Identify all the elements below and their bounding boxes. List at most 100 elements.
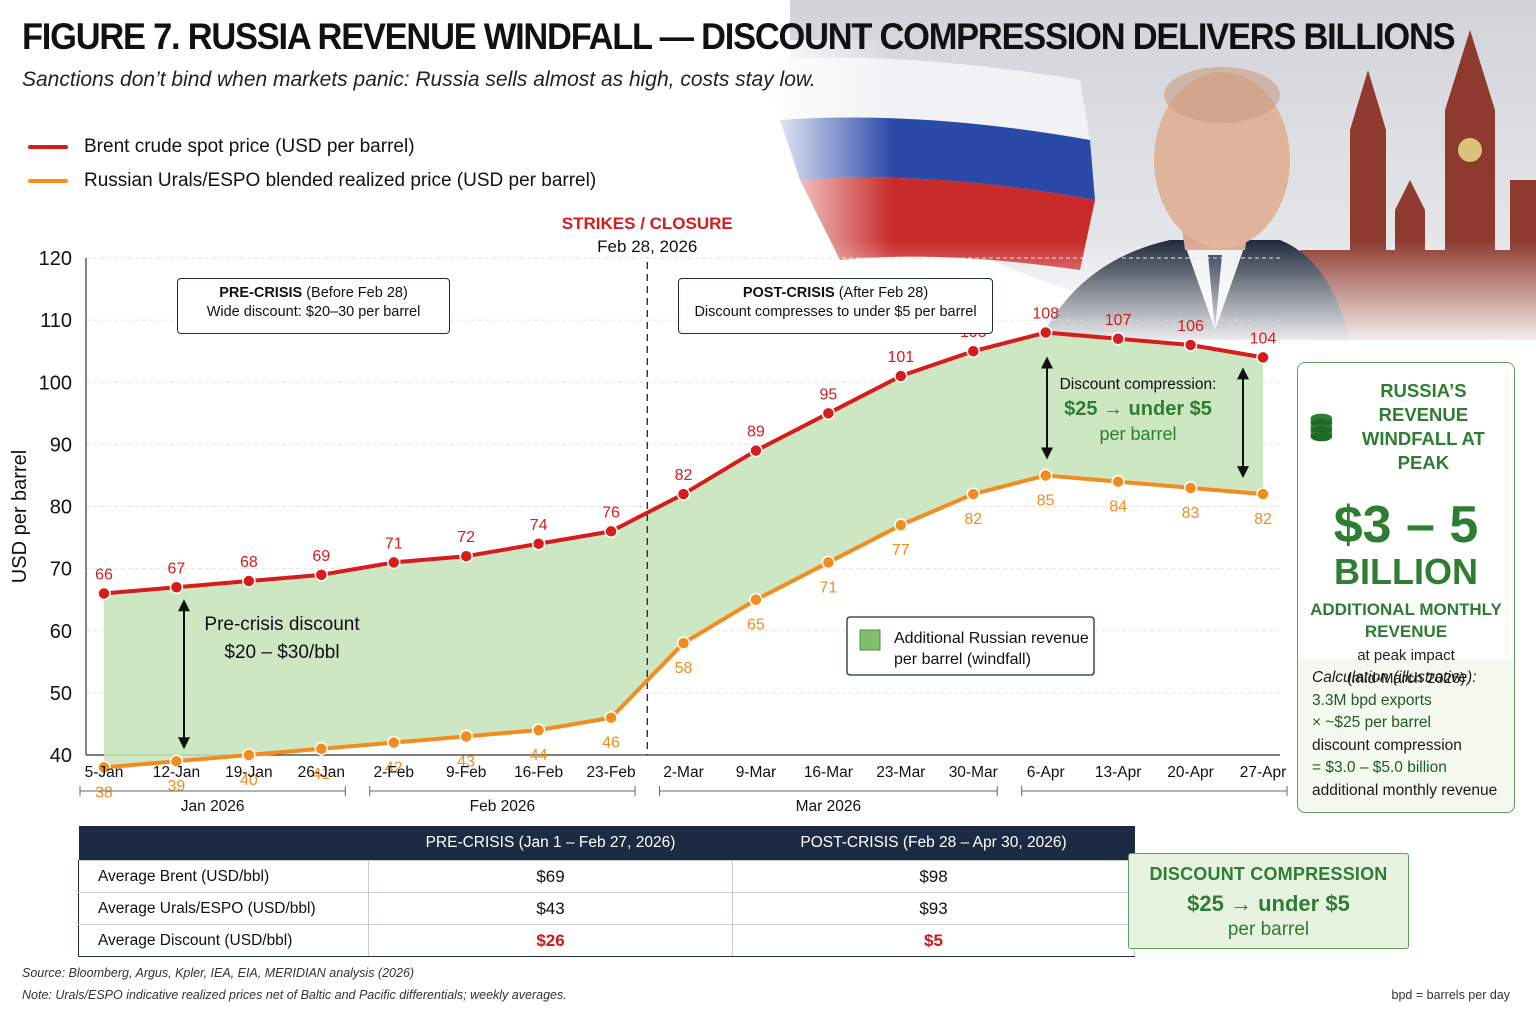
post-discount-arrow-a-head-down: [1041, 447, 1053, 460]
legend-swatch-brent: [28, 145, 68, 149]
row-post-value: $98: [732, 860, 1135, 893]
data-point-brent: [97, 586, 111, 601]
data-point-urals: [242, 748, 256, 762]
x-tick-label: 19-Jan: [225, 764, 272, 781]
sidebar-top: RUSSIA’S REVENUE WINDFALL AT PEAK $3 – 5…: [1298, 363, 1514, 687]
windfall-legend-line2: per barrel (windfall): [894, 651, 1031, 668]
data-label-brent: 74: [530, 517, 548, 534]
data-point-brent: [604, 524, 618, 539]
data-label-urals: 44: [530, 747, 548, 764]
data-label-urals: 65: [747, 617, 765, 634]
data-point-urals: [97, 760, 111, 775]
calc-line-5: additional monthly revenue: [1312, 781, 1498, 799]
sidebar-heading: RUSSIA’S REVENUE WINDFALL AT PEAK: [1308, 379, 1504, 475]
data-point-brent: [1038, 325, 1053, 340]
data-point-urals: [749, 592, 763, 607]
table-header-blank: [78, 826, 369, 861]
x-tick-label: 23-Feb: [587, 764, 636, 781]
source-note: Source: Bloomberg, Argus, Kpler, IEA, EI…: [22, 966, 415, 980]
y-tick-label: 120: [39, 248, 72, 270]
data-point-brent: [966, 344, 980, 358]
calc-line-4: = $3.0 – $5.0 billion: [1312, 759, 1447, 776]
data-point-brent: [387, 555, 401, 570]
x-tick-label: 6-Apr: [1027, 764, 1065, 781]
additional-line2: REVENUE: [1364, 622, 1448, 641]
data-label-urals: 82: [964, 511, 982, 528]
post-discount-arrow-b-head-up: [1237, 367, 1249, 380]
table-row: Average Discount (USD/bbl) $26 $5: [78, 924, 1135, 957]
data-point-urals: [1256, 487, 1270, 501]
event-date: Feb 28, 2026: [597, 237, 697, 256]
data-point-urals: [1111, 474, 1125, 489]
row-post-value: $93: [732, 892, 1135, 925]
calc-line-3: discount compression: [1312, 736, 1462, 754]
legend-label-urals: Russian Urals/ESPO blended realized pric…: [84, 170, 597, 191]
x-tick-label: 2-Feb: [374, 764, 415, 781]
calc-line-1: 3.3M bpd exports: [1312, 691, 1432, 709]
data-point-brent: [821, 406, 836, 421]
month-group-label: Jan 2026: [181, 798, 245, 815]
methodology-note: Note: Urals/ESPO indicative realized pri…: [22, 988, 567, 1002]
post-crisis-box-bold: POST-CRISIS: [742, 285, 835, 301]
calculation-block: Calculation (illustrative): 3.3M bpd exp…: [1298, 659, 1514, 810]
data-label-urals: 42: [385, 760, 403, 777]
row-post-value: $5: [732, 924, 1135, 957]
calc-line-2: × ~$25 per barrel: [1312, 714, 1431, 731]
data-label-brent: 67: [168, 560, 186, 577]
post-discount-arrow-b-head-down: [1237, 466, 1249, 479]
row-pre-value: $69: [368, 860, 733, 893]
data-point-brent: [894, 369, 908, 383]
data-label-urals: 46: [602, 735, 620, 752]
data-label-brent: 89: [747, 424, 765, 441]
windfall-legend-line1: Additional Russian revenue: [894, 630, 1089, 647]
pre-discount-label-2: $20 – $30/bbl: [224, 642, 339, 663]
x-tick-label: 30-Mar: [949, 764, 998, 781]
y-tick-label: 100: [39, 372, 72, 394]
post-discount-label-3: per barrel: [1099, 424, 1176, 444]
x-tick-label: 5-Jan: [85, 764, 124, 781]
pre-discount-arrow-head-up: [178, 599, 190, 612]
data-label-brent: 76: [602, 504, 620, 521]
data-label-brent: 69: [312, 548, 330, 565]
event-title: STRIKES / CLOSURE: [562, 214, 733, 233]
data-label-urals: 43: [457, 753, 475, 770]
compression-main: $25 → under $5: [1187, 891, 1350, 916]
figure-subtitle: Sanctions don’t bind when markets panic:…: [22, 68, 816, 91]
legend-item-brent: Brent crude spot price (USD per barrel): [28, 130, 596, 164]
figure-title: FIGURE 7. RUSSIA REVENUE WINDFALL — DISC…: [22, 16, 1456, 57]
y-tick-label: 60: [50, 621, 72, 643]
data-point-brent: [169, 580, 184, 595]
data-label-urals: 71: [819, 579, 837, 596]
x-tick-label: 20-Apr: [1167, 764, 1214, 781]
data-point-urals: [894, 518, 908, 532]
month-group-label: Mar 2026: [796, 798, 861, 815]
row-label: Average Brent (USD/bbl): [78, 860, 369, 893]
compression-sub: per barrel: [1227, 919, 1310, 940]
data-label-brent: 71: [385, 535, 403, 552]
row-pre-value: $26: [368, 924, 733, 957]
data-label-urals: 40: [240, 772, 258, 789]
compression-title: DISCOUNT COMPRESSION: [1149, 864, 1388, 884]
data-point-brent: [242, 574, 256, 588]
windfall-amount: $3 – 5: [1333, 496, 1479, 554]
data-label-urals: 41: [312, 766, 330, 783]
x-tick-label: 26-Jan: [298, 764, 345, 781]
x-tick-label: 2-Mar: [663, 764, 703, 781]
x-tick-label: 27-Apr: [1240, 764, 1287, 781]
windfall-sidebar: RUSSIA’S REVENUE WINDFALL AT PEAK $3 – 5…: [1297, 362, 1515, 813]
y-axis-label: USD per barrel: [9, 450, 31, 583]
data-point-urals: [387, 735, 401, 750]
x-tick-label: 9-Feb: [446, 764, 487, 781]
y-tick-label: 90: [50, 434, 72, 456]
table-row: Average Urals/ESPO (USD/bbl) $43 $93: [78, 892, 1135, 925]
data-point-brent: [1256, 350, 1270, 365]
data-label-urals: 83: [1182, 505, 1200, 522]
sidebar-heading-line2: WINDFALL AT PEAK: [1361, 428, 1485, 473]
calc-title: Calculation (illustrative):: [1312, 669, 1477, 686]
table-header-row: PRE-CRISIS (Jan 1 – Feb 27, 2026) POST-C…: [78, 826, 1135, 861]
data-point-urals: [531, 723, 546, 737]
abbreviation-note: bpd = barrels per day: [1391, 988, 1510, 1002]
data-label-brent: 72: [457, 529, 475, 546]
averages-table-wrap: PRE-CRISIS (Jan 1 – Feb 27, 2026) POST-C…: [78, 826, 1135, 957]
